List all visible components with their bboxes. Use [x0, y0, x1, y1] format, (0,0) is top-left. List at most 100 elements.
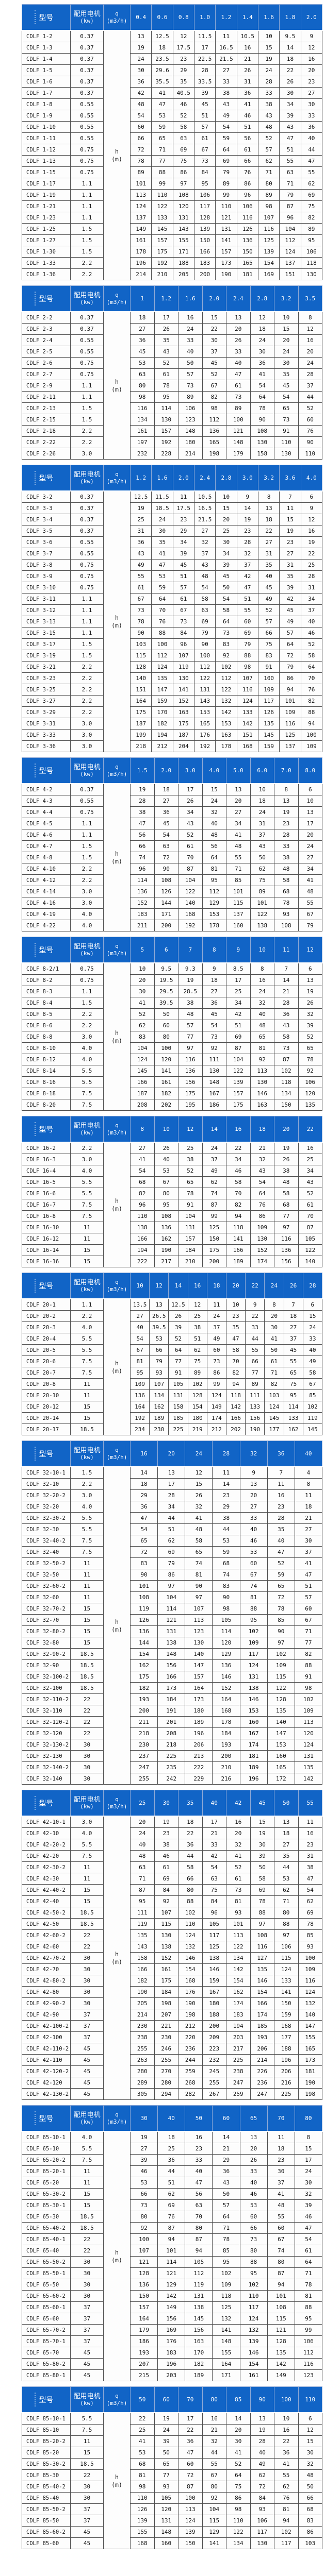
head-value-cell: 101: [129, 1580, 158, 1592]
motor-power-cell: 7.5: [70, 1546, 104, 1558]
head-value-cell: 161: [154, 1963, 178, 1975]
head-value-cell: 24: [206, 1310, 226, 1322]
head-unit-cell: h (m): [103, 1466, 131, 1785]
head-value-cell: 41: [298, 874, 322, 886]
head-value-cell: 108: [154, 874, 178, 886]
head-value-cell: 175: [202, 1244, 226, 1256]
head-value-cell: 107: [129, 2245, 158, 2257]
table-row: CDLF 1-4 0.37 24 23.5 23 22.5 21.5 21 19 18 16: [22, 53, 323, 65]
flow-value-header: 8: [130, 1116, 155, 1143]
head-value-cell: 23.5: [151, 53, 173, 65]
model-cell: CDLF 32-20-2: [22, 1489, 71, 1501]
head-value-cell: 175: [151, 246, 173, 258]
head-unit-cell: h (m): [103, 783, 131, 931]
head-value-cell: 190: [154, 1244, 178, 1256]
head-value-cell: 178: [215, 740, 237, 752]
motor-power-cell: 18.5: [70, 1918, 104, 1930]
head-value-cell: 65: [283, 1367, 303, 1379]
head-value-cell: 64: [250, 391, 274, 403]
dotted-divider-decoration: [35, 471, 36, 485]
head-value-cell: 47: [178, 2447, 203, 2459]
flow-unit-label: (m3/h): [106, 1129, 127, 1136]
motor-power-cell: 5.5: [70, 1076, 104, 1088]
motor-power-cell: 18.5: [70, 2211, 104, 2223]
head-value-cell: 113: [226, 1929, 251, 1941]
head-value-cell: 161: [239, 2369, 268, 2381]
head-value-cell: 19: [129, 2131, 158, 2143]
head-value-cell: 86: [157, 1569, 186, 1581]
model-cell: CDLF 65-30-1: [22, 2199, 71, 2211]
model-cell: CDLF 1-12: [22, 144, 71, 156]
head-value-cell: 82: [130, 1188, 155, 1199]
motor-power-cell: 37: [70, 2515, 104, 2527]
head-value-cell: 71: [226, 863, 251, 875]
head-value-cell: 208: [157, 1727, 186, 1739]
head-value-cell: 130: [250, 436, 274, 448]
head-value-cell: 25: [226, 986, 251, 997]
head-value-cell: 44: [202, 2447, 226, 2459]
head-value-cell: 222: [185, 1761, 213, 1773]
head-value-cell: 136: [154, 1222, 178, 1233]
head-value-cell: 10: [130, 962, 155, 975]
motor-power-cell: 15: [70, 1412, 104, 1424]
model-cell: CDLF 3-17: [22, 638, 71, 650]
head-value-cell: 135: [250, 1963, 274, 1975]
head-value-cell: 255: [154, 2054, 178, 2066]
table-row: CDLF 2-18 2.2 161 157 148 136 121 108 91 76: [22, 425, 322, 437]
head-value-cell: 33: [226, 346, 251, 358]
head-unit-label: (m): [111, 1205, 122, 1212]
motor-power-cell: 7.5: [70, 2424, 104, 2436]
head-value-cell: 46: [172, 98, 194, 110]
head-value-cell: 41: [151, 548, 173, 560]
head-value-cell: 105: [298, 1233, 322, 1245]
head-value-cell: 142: [226, 1963, 251, 1975]
head-value-cell: 238: [226, 2065, 251, 2077]
table-row: CDLF 85-50 37 139 131 124 115 110 106 94 83: [22, 2515, 322, 2527]
head-value-cell: 113: [185, 1614, 213, 1626]
head-value-cell: 70: [298, 1210, 322, 1222]
motor-power-cell: 0.75: [70, 357, 104, 369]
flow-value-header: 1.8: [279, 4, 301, 31]
head-value-cell: 128: [187, 1389, 207, 1401]
head-symbol-label: h: [115, 2248, 119, 2256]
head-value-cell: 191: [157, 1705, 186, 1717]
head-value-cell: 40: [250, 2447, 274, 2459]
head-value-cell: 131: [172, 212, 194, 224]
head-value-cell: 222: [130, 1256, 155, 1267]
head-value-cell: 54: [250, 1176, 274, 1188]
head-value-cell: 67: [129, 1344, 150, 1356]
head-value-cell: 182: [130, 1975, 155, 1987]
head-value-cell: 70: [151, 604, 173, 616]
head-value-cell: 246: [154, 2043, 178, 2055]
head-value-cell: 19: [154, 1816, 178, 1828]
table-row: CDLF 42-130-2 45 305 294 282 267 259 247 225 198: [22, 2088, 322, 2100]
flow-value-header: 5: [130, 937, 155, 963]
motor-power-cell: 0.55: [70, 795, 104, 807]
head-value-cell: 18: [250, 323, 274, 335]
head-value-cell: 88: [300, 706, 323, 718]
head-value-cell: 39: [298, 1020, 322, 1031]
head-value-cell: 47: [226, 368, 251, 380]
head-value-cell: 136: [236, 234, 258, 246]
head-value-cell: 108: [129, 1591, 158, 1603]
head-value-cell: 45: [215, 570, 237, 582]
head-value-cell: 24: [154, 2424, 178, 2436]
head-value-cell: 11: [279, 502, 301, 514]
head-value-cell: 71: [274, 1895, 299, 1907]
head-value-cell: 54: [298, 1884, 322, 1896]
model-cell: CDLF 20-10: [22, 1389, 71, 1401]
head-value-cell: 96: [130, 1199, 155, 1211]
head-value-cell: 37: [202, 1154, 226, 1165]
head-value-cell: 24: [151, 514, 173, 526]
head-value-cell: 126: [130, 2503, 155, 2515]
head-value-cell: 10.5: [236, 30, 258, 42]
head-value-cell: 62: [257, 155, 280, 167]
head-value-cell: 112: [215, 672, 237, 684]
head-value-cell: 81: [250, 1042, 274, 1054]
head-value-cell: 175: [129, 706, 152, 718]
table-row: CDLF 20-3 4.0 40 39.5 39 38 37 35 33 30 27 24: [22, 1321, 323, 1333]
head-value-cell: 82: [300, 695, 323, 707]
head-value-cell: 65: [274, 402, 299, 414]
head-value-cell: 80: [154, 1031, 178, 1043]
head-unit-label: (m): [111, 621, 122, 629]
